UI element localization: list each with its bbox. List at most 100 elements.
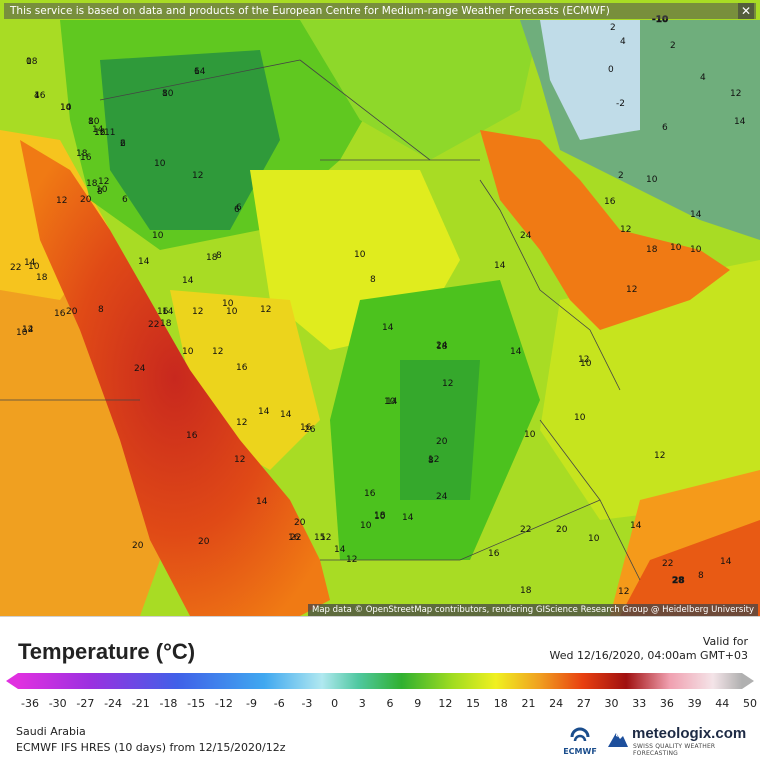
contour-label: 14 [162,307,174,317]
scale-tick-label: 3 [359,697,366,710]
contour-label: 8 [98,305,104,315]
scale-tick-label: -15 [187,697,205,710]
contour-label: 14 [334,545,346,555]
contour-label: 4 [34,91,40,101]
ecmwf-globe-icon [569,727,591,745]
contour-label: 12 [94,128,105,138]
contour-label: 24 [520,231,532,241]
contour-label: 2 [618,171,624,181]
contour-label: 18 [646,245,658,255]
contour-label: 18 [436,342,448,352]
contour-label: 18 [76,149,88,159]
close-banner-button[interactable]: ✕ [738,3,754,19]
contour-label: 16 [488,549,500,559]
contour-label: 2 [120,139,126,149]
contour-label: 10 [588,534,600,544]
contour-label: 22 [520,525,531,535]
contour-label: 10 [354,250,366,260]
valid-time: Wed 12/16/2020, 04:00am GMT+03 [550,649,748,662]
contour-label: 6 [662,123,668,133]
scale-tick-label: 0 [331,697,338,710]
region-name: Saudi Arabia [16,725,86,738]
scale-tick-label: 9 [414,697,421,710]
contour-label: 14 [734,117,746,127]
contour-label: 11 [104,128,115,138]
contour-label: 10 [360,521,372,531]
scale-tick-label: -24 [104,697,122,710]
meteologix-logo[interactable]: meteologix.com SWISS QUALITY WEATHER FOR… [606,725,756,759]
contour-label: 20 [436,437,448,447]
scale-tick-label: -18 [159,697,177,710]
contour-label: 8 [370,275,376,285]
contour-label: 8 [698,571,704,581]
contour-label: 20 [80,195,92,205]
contour-label: 10 [524,430,536,440]
legend-panel: Temperature (°C) Valid for Wed 12/16/202… [0,616,760,761]
contour-label: 22 [662,559,673,569]
contour-label: 10 [88,117,100,127]
contour-label: 24 [436,492,448,502]
scale-tick-label: 30 [605,697,619,710]
contour-label: 8 [162,89,168,99]
contour-label: 16 [604,197,616,207]
contour-label: 4 [700,73,706,83]
scale-tick-label: 36 [660,697,674,710]
contour-label: 20 [66,307,78,317]
contour-label: 12 [260,305,271,315]
contour-label: 20 [198,537,210,547]
meteologix-mountain-icon [606,727,630,751]
contour-label: -2 [616,99,625,109]
brand-name: meteologix.com [632,725,746,742]
contour-label: 6 [122,195,128,205]
contour-label: 6 [236,203,242,213]
contour-label: 12 [618,587,629,597]
contour-label: 14 [382,323,394,333]
scale-tick-label: -27 [76,697,94,710]
contour-label: 10 [152,231,164,241]
contour-label: 12 [192,171,203,181]
contour-label: 12 [346,555,357,565]
contour-label: 14 [138,257,150,267]
contour-label: 10 [222,299,234,309]
contour-label: 10 [16,328,28,338]
contour-label: 12 [98,177,109,187]
contour-label: 18 [520,586,532,596]
contour-label: 14 [720,557,732,567]
scale-tick-label: 6 [387,697,394,710]
valid-for-label: Valid for [703,635,748,648]
scale-tick-label: 39 [688,697,702,710]
legend-title: Temperature (°C) [18,639,195,665]
contour-label: 14 [402,513,414,523]
contour-label: 18 [36,273,48,283]
contour-label: 10 [182,347,194,357]
contour-label: 14 [194,67,206,77]
contour-label: 14 [24,258,36,268]
scale-tick-label: 27 [577,697,591,710]
contour-label: 12 [320,533,331,543]
contour-label: 12 [234,455,245,465]
contour-label: 20 [132,541,144,551]
contour-label: 16 [186,431,198,441]
scale-tick-label: 44 [715,697,729,710]
ecmwf-logo: ECMWF [560,727,600,756]
map-canvas: 1816141661086161814 111810128610126148618… [0,0,760,616]
ecmwf-notice-banner: This service is based on data and produc… [4,3,756,19]
scale-min-arrow [6,673,18,689]
scale-tick-label: 24 [549,697,563,710]
contour-label: 2 [670,41,676,51]
contour-label: 10 [670,243,682,253]
scale-tick-label: -3 [301,697,312,710]
contour-label: 14 [256,497,268,507]
map-attribution: Map data © OpenStreetMap contributors, r… [308,604,758,616]
contour-label: 20 [556,525,568,535]
contour-label: 0 [608,65,614,75]
scale-tick-label: -36 [21,697,39,710]
contour-label: 12 [730,89,741,99]
contour-label: 12 [192,307,203,317]
scale-ticks: -36 -30 -27 -24 -21 -18 -15 -12 -9 -6 -3 0 3 6 9 12 15 18… [0,697,760,711]
contour-label: 8 [428,456,434,466]
temperature-map[interactable]: 18 16 14 16 6 10 8 6 16 18 14 11 18 10 12 8 6 10 12 6 14 8 6 18… [0,0,760,616]
contour-label: 18 [374,511,386,521]
scale-tick-label: 18 [494,697,508,710]
scale-tick-label: -30 [49,697,67,710]
